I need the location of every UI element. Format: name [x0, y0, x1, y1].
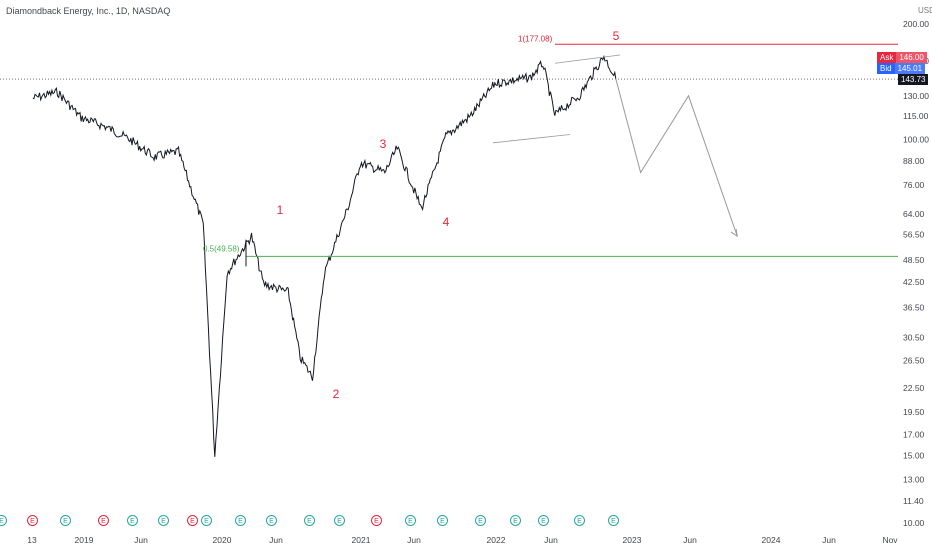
fib-levels: 1(177.08) 0.5(49.58) — [203, 34, 898, 267]
price-tick-label: 100.00 — [903, 134, 929, 144]
price-axis[interactable]: 200.00160.00130.00115.00100.0088.0076.00… — [903, 19, 929, 528]
time-tick-label: Jun — [683, 535, 697, 545]
earnings-event-marker[interactable]: E — [235, 515, 246, 526]
earnings-event-marker[interactable]: E — [475, 515, 486, 526]
wedge-upper-line — [554, 54, 621, 64]
projection-line — [615, 78, 738, 237]
wave-label: 1 — [277, 203, 284, 217]
price-line — [32, 54, 617, 457]
earnings-event-marker[interactable]: E — [608, 515, 619, 526]
price-tick-label: 17.00 — [903, 430, 925, 440]
earnings-event-marker[interactable]: E — [574, 515, 585, 526]
earnings-event-marker[interactable]: E — [187, 515, 198, 526]
price-tick-label: 56.50 — [903, 230, 925, 240]
time-axis[interactable]: 13 2019 Jun 2020 Jun 2021 Jun 2022 Jun 2023 Jun 202… — [27, 535, 898, 545]
earnings-event-marker[interactable]: E — [266, 515, 277, 526]
wave-label: 3 — [380, 137, 387, 151]
earnings-event-marker[interactable]: E — [371, 515, 382, 526]
earnings-event-marker[interactable]: E — [510, 515, 521, 526]
wave-label: 5 — [613, 29, 620, 43]
time-tick-label: 2022 — [487, 535, 506, 545]
price-tick-label: 30.50 — [903, 332, 925, 342]
last-price-tag: 143.73 — [898, 74, 929, 85]
price-tick-label: 115.00 — [903, 111, 929, 121]
wave-label: 2 — [333, 387, 340, 401]
time-tick-label: 2020 — [213, 535, 232, 545]
wedge-lower-line — [492, 134, 571, 144]
price-series — [32, 54, 617, 457]
price-tick-label: 48.50 — [903, 255, 925, 265]
time-tick-label: 2024 — [762, 535, 781, 545]
ask-label: Ask — [877, 52, 897, 63]
wave-labels: 1 2 3 4 5 — [277, 29, 620, 401]
price-tick-label: 76.00 — [903, 180, 925, 190]
price-tick-label: 26.50 — [903, 356, 925, 366]
time-tick-label: Jun — [134, 535, 148, 545]
time-tick-label: Jun — [544, 535, 558, 545]
earnings-event-marker[interactable]: E — [201, 515, 212, 526]
ask-value: 146.00 — [896, 52, 927, 63]
price-tick-label: 42.50 — [903, 277, 925, 287]
earnings-event-marker[interactable]: E — [304, 515, 315, 526]
bid-price-tag: Bid 145.01 — [877, 63, 926, 74]
price-tick-label: 88.00 — [903, 156, 925, 166]
earnings-event-marker[interactable]: E — [437, 515, 448, 526]
price-tick-label: 11.40 — [903, 496, 924, 506]
fib-mid-label: 0.5(49.58) — [203, 244, 240, 253]
time-tick-label: 2023 — [623, 535, 642, 545]
time-tick-label: Jun — [269, 535, 283, 545]
time-tick-label: Jun — [822, 535, 836, 545]
projection-path — [615, 78, 738, 238]
earnings-event-marker[interactable]: E — [98, 515, 109, 526]
earnings-event-marker[interactable]: E — [0, 515, 7, 526]
time-tick-label: Jun — [407, 535, 421, 545]
currency-label: USD — [918, 6, 932, 15]
earnings-event-marker[interactable]: E — [60, 515, 71, 526]
projection-arrowhead — [730, 228, 738, 238]
time-tick-label: 13 — [27, 535, 37, 545]
ask-price-tag: Ask 146.00 — [877, 52, 927, 63]
wave-label: 4 — [443, 215, 450, 229]
earnings-event-marker[interactable]: E — [158, 515, 169, 526]
earnings-event-marker[interactable]: E — [405, 515, 416, 526]
symbol-title: Diamondback Energy, Inc., 1D, NASDAQ — [6, 6, 171, 16]
price-tick-label: 15.00 — [903, 450, 925, 460]
earnings-event-marker[interactable]: E — [334, 515, 345, 526]
price-tick-label: 64.00 — [903, 209, 925, 219]
earnings-event-marker[interactable]: E — [538, 515, 549, 526]
earnings-event-marker[interactable]: E — [27, 515, 38, 526]
time-tick-label: Nov — [882, 535, 898, 545]
time-tick-label: 2019 — [75, 535, 94, 545]
price-tick-label: 36.50 — [903, 302, 925, 312]
price-tick-label: 130.00 — [903, 91, 929, 101]
bid-label: Bid — [877, 63, 895, 74]
price-tick-label: 13.00 — [903, 474, 925, 484]
price-tick-label: 19.50 — [903, 407, 925, 417]
fib-top-label: 1(177.08) — [518, 34, 553, 43]
time-tick-label: 2021 — [352, 535, 371, 545]
price-tick-label: 22.50 — [903, 383, 925, 393]
price-tick-label: 200.00 — [903, 19, 929, 29]
last-price-value: 143.73 — [898, 74, 929, 85]
price-tick-label: 10.00 — [903, 518, 925, 528]
earnings-event-marker[interactable]: E — [127, 515, 138, 526]
bid-value: 145.01 — [894, 63, 926, 74]
